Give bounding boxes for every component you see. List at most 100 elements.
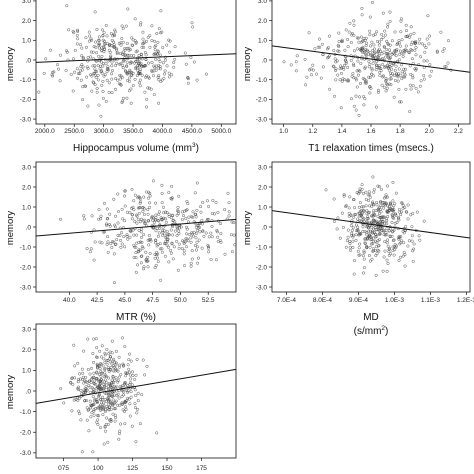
- data-point: [80, 450, 84, 454]
- data-point: [332, 49, 336, 52]
- data-point: [365, 209, 369, 212]
- data-point: [99, 214, 103, 218]
- data-point: [84, 390, 88, 394]
- data-point: [177, 242, 181, 246]
- data-point: [381, 201, 385, 205]
- data-point: [89, 55, 93, 59]
- data-point: [367, 65, 371, 69]
- data-point: [59, 217, 62, 221]
- data-point: [120, 394, 124, 398]
- data-point: [142, 45, 146, 49]
- data-point: [370, 214, 373, 218]
- data-point: [94, 377, 98, 380]
- data-point: [303, 57, 307, 61]
- data-point: [367, 211, 371, 215]
- data-point: [177, 194, 181, 198]
- plot-frame: [271, 0, 471, 125]
- data-point: [105, 222, 109, 226]
- data-point: [134, 270, 138, 274]
- data-point: [118, 73, 122, 77]
- data-point: [124, 408, 128, 411]
- data-point: [360, 13, 364, 17]
- data-point: [347, 79, 351, 83]
- data-point: [140, 254, 144, 258]
- data-point: [69, 72, 73, 76]
- data-point: [370, 220, 373, 224]
- data-point: [101, 79, 105, 83]
- data-point: [102, 406, 106, 410]
- data-point: [172, 245, 176, 249]
- data-point: [106, 235, 110, 239]
- data-point: [111, 69, 114, 72]
- data-point: [91, 390, 95, 394]
- data-point: [92, 45, 96, 49]
- data-point: [381, 219, 385, 223]
- data-point: [219, 232, 223, 236]
- x-tick-label: 1.4: [337, 128, 346, 135]
- data-point: [397, 218, 401, 222]
- data-point: [165, 211, 169, 215]
- data-point: [71, 382, 75, 386]
- data-point: [363, 65, 367, 69]
- data-point: [192, 60, 196, 64]
- data-point: [139, 261, 143, 265]
- data-point: [404, 23, 408, 27]
- data-point: [86, 56, 90, 59]
- data-point: [227, 201, 231, 205]
- data-point: [119, 238, 123, 242]
- data-point: [385, 86, 389, 90]
- data-point: [318, 45, 322, 49]
- data-point: [65, 50, 69, 54]
- data-point: [362, 217, 366, 221]
- data-point: [85, 418, 89, 422]
- data-point: [153, 253, 157, 256]
- data-point: [344, 58, 348, 62]
- data-point: [206, 217, 209, 221]
- data-point: [364, 44, 368, 48]
- data-point: [389, 77, 393, 81]
- data-point: [390, 220, 394, 224]
- data-point: [391, 216, 395, 219]
- data-point: [76, 37, 80, 41]
- data-point: [93, 83, 97, 86]
- data-point: [144, 58, 148, 62]
- data-point: [106, 250, 110, 254]
- data-point: [143, 218, 147, 222]
- data-point: [349, 213, 353, 217]
- y-axis-label: memory: [5, 47, 16, 82]
- points-group: [59, 179, 236, 285]
- data-point: [396, 236, 400, 240]
- data-point: [366, 215, 370, 219]
- data-point: [141, 219, 145, 223]
- data-point: [127, 79, 131, 83]
- data-point: [368, 91, 372, 95]
- data-point: [166, 239, 170, 243]
- y-tick-label: 3.0: [258, 0, 267, 5]
- data-point: [348, 195, 352, 199]
- data-point: [165, 237, 169, 241]
- data-point: [58, 79, 62, 83]
- data-point: [85, 399, 88, 403]
- data-point: [147, 243, 151, 247]
- x-tick-label: 1.8: [396, 128, 405, 135]
- data-point: [162, 216, 166, 220]
- data-point: [424, 46, 428, 50]
- data-point: [348, 245, 352, 249]
- data-point: [133, 406, 137, 410]
- data-point: [95, 370, 99, 374]
- data-point: [95, 28, 99, 31]
- data-point: [129, 228, 133, 232]
- data-point: [100, 83, 104, 87]
- data-point: [77, 397, 81, 400]
- data-point: [351, 235, 355, 239]
- data-point: [175, 234, 179, 237]
- data-point: [154, 229, 158, 233]
- data-point: [213, 212, 216, 216]
- y-axis-label: memory: [5, 211, 16, 246]
- data-point: [131, 84, 135, 88]
- data-point: [133, 17, 137, 21]
- data-point: [398, 236, 402, 240]
- data-point: [367, 226, 371, 230]
- data-point: [113, 419, 117, 423]
- data-point: [125, 42, 129, 45]
